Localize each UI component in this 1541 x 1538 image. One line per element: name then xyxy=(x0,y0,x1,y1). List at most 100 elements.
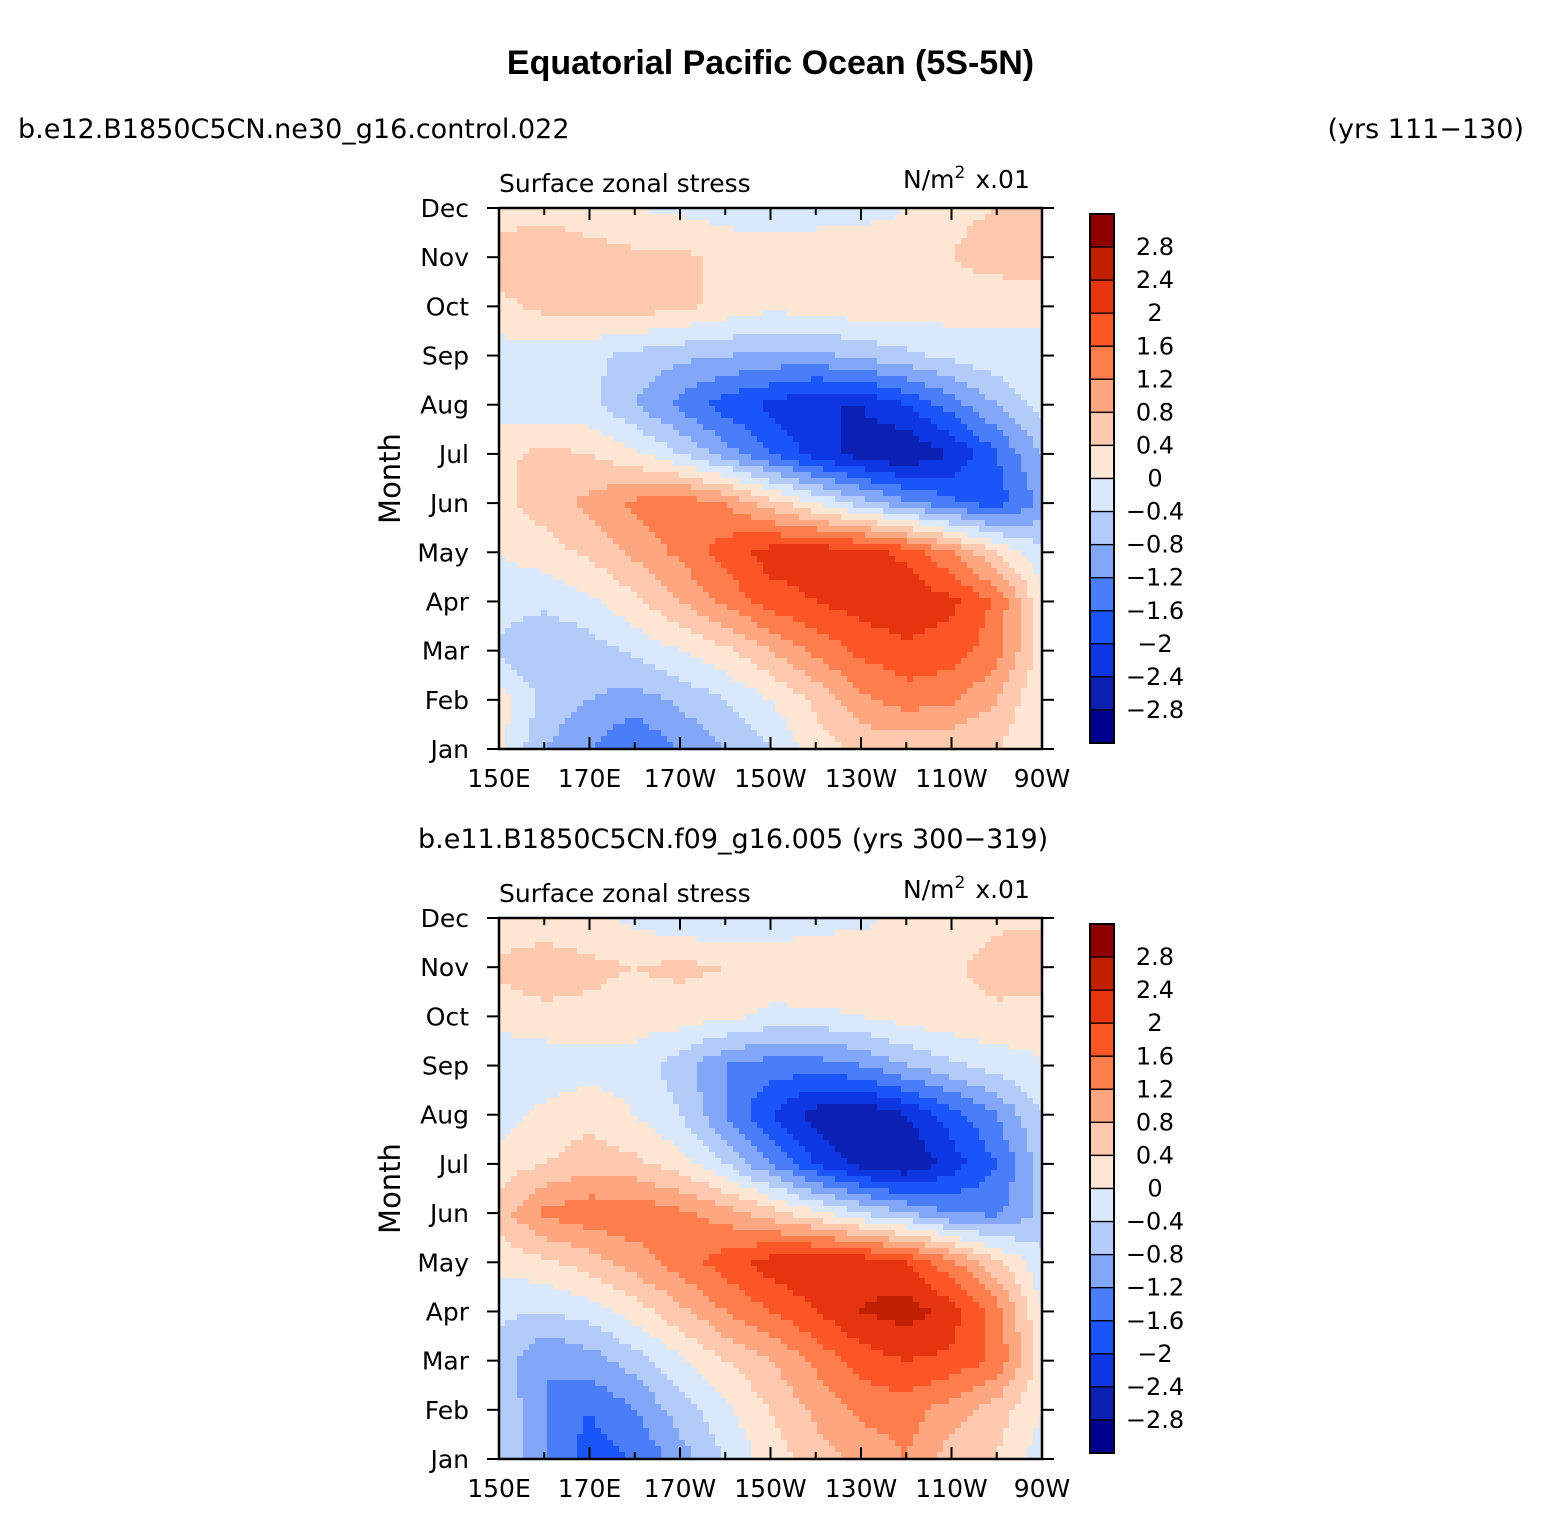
contour-cell xyxy=(613,448,620,455)
contour-cell xyxy=(943,232,950,239)
contour-cell xyxy=(589,346,596,353)
contour-cell xyxy=(1003,310,1010,317)
contour-cell xyxy=(889,466,896,473)
contour-cell xyxy=(937,460,944,467)
contour-cell xyxy=(571,238,578,245)
contour-cell xyxy=(511,460,518,467)
contour-cell xyxy=(859,340,866,347)
contour-cell xyxy=(907,316,914,323)
contour-cell xyxy=(733,220,740,227)
contour-cell xyxy=(871,304,878,311)
contour-cell xyxy=(697,298,704,305)
contour-cell xyxy=(1015,268,1022,275)
contour-cell xyxy=(1027,418,1034,425)
contour-cell xyxy=(967,226,974,233)
contour-cell xyxy=(607,364,614,371)
contour-cell xyxy=(799,358,806,365)
contour-cell xyxy=(841,358,848,365)
contour-cell xyxy=(943,346,950,353)
contour-cell xyxy=(937,358,944,365)
contour-cell xyxy=(679,340,686,347)
contour-cell xyxy=(895,400,902,407)
contour-cell xyxy=(559,232,566,239)
contour-cell xyxy=(649,496,656,503)
contour-cell xyxy=(805,460,812,467)
contour-cell xyxy=(703,214,710,221)
contour-cell xyxy=(961,352,968,359)
contour-cell xyxy=(919,358,926,365)
contour-cell xyxy=(703,280,710,287)
contour-cell xyxy=(1033,244,1040,251)
contour-cell xyxy=(733,478,740,485)
contour-cell xyxy=(613,322,620,329)
contour-cell xyxy=(835,496,842,503)
contour-cell xyxy=(805,208,812,215)
contour-cell xyxy=(673,214,680,221)
contour-cell xyxy=(811,256,818,263)
contour-cell xyxy=(961,238,968,245)
contour-cell xyxy=(691,346,698,353)
contour-cell xyxy=(871,424,878,431)
contour-cell xyxy=(829,208,836,215)
contour-cell xyxy=(763,304,770,311)
contour-cell xyxy=(601,250,608,257)
contour-cell xyxy=(1003,496,1010,503)
contour-cell xyxy=(565,340,572,347)
contour-cell xyxy=(697,226,704,233)
contour-cell xyxy=(997,442,1004,449)
contour-cell xyxy=(889,388,896,395)
contour-cell xyxy=(781,250,788,257)
contour-cell xyxy=(631,310,638,317)
contour-cell xyxy=(613,346,620,353)
contour-cell xyxy=(739,424,746,431)
contour-cell xyxy=(577,394,584,401)
contour-cell xyxy=(625,472,632,479)
contour-cell xyxy=(937,388,944,395)
contour-cell xyxy=(817,286,824,293)
contour-cell xyxy=(913,358,920,365)
contour-cell xyxy=(817,406,824,413)
contour-cell xyxy=(619,472,626,479)
contour-cell xyxy=(703,526,710,533)
contour-cell xyxy=(583,376,590,383)
contour-cell xyxy=(733,346,740,353)
contour-cell xyxy=(937,466,944,473)
contour-cell xyxy=(859,400,866,407)
contour-cell xyxy=(679,454,686,461)
contour-cell xyxy=(871,280,878,287)
contour-cell xyxy=(979,436,986,443)
contour-cell xyxy=(511,382,518,389)
contour-cell xyxy=(715,376,722,383)
contour-cell xyxy=(625,460,632,467)
contour-cell xyxy=(715,400,722,407)
contour-cell xyxy=(517,466,524,473)
contour-cell xyxy=(577,406,584,413)
contour-cell xyxy=(721,220,728,227)
contour-cell xyxy=(793,274,800,281)
contour-cell xyxy=(553,250,560,257)
contour-cell xyxy=(697,490,704,497)
contour-cell xyxy=(601,220,608,227)
contour-cell xyxy=(565,238,572,245)
contour-cell xyxy=(655,262,662,269)
contour-cell xyxy=(727,232,734,239)
contour-cell xyxy=(925,328,932,335)
contour-cell xyxy=(499,424,506,431)
contour-cell xyxy=(637,484,644,491)
contour-cell xyxy=(901,388,908,395)
contour-cell xyxy=(859,250,866,257)
contour-cell xyxy=(925,364,932,371)
contour-cell xyxy=(661,352,668,359)
contour-cell xyxy=(709,424,716,431)
contour-cell xyxy=(595,520,602,527)
contour-cell xyxy=(625,226,632,233)
contour-cell xyxy=(997,364,1004,371)
contour-cell xyxy=(661,340,668,347)
contour-cell xyxy=(739,442,746,449)
contour-cell xyxy=(1033,346,1040,353)
contour-cell xyxy=(649,328,656,335)
contour-cell xyxy=(733,418,740,425)
contour-cell xyxy=(841,244,848,251)
contour-cell xyxy=(577,268,584,275)
contour-cell xyxy=(763,226,770,233)
